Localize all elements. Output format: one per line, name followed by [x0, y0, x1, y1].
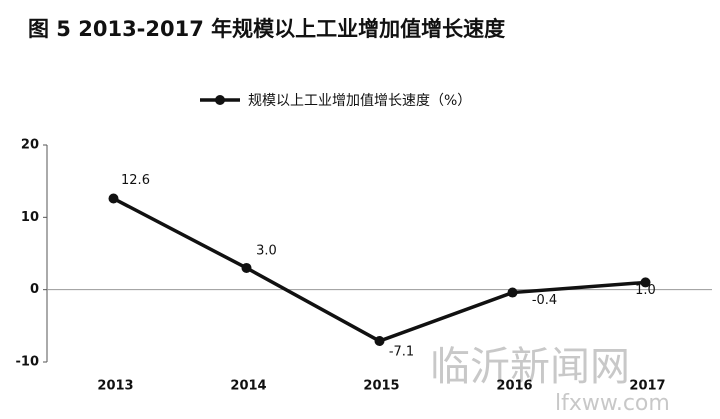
x-tick-label: 2013 — [97, 379, 133, 394]
watermark: 临沂新闻网 — [430, 344, 630, 390]
value-label: 3.0 — [256, 243, 277, 258]
x-tick-label: 2017 — [629, 379, 665, 394]
value-label: -0.4 — [532, 293, 557, 308]
chart-title: 图 5 2013-2017 年规模以上工业增加值增长速度 — [28, 17, 505, 41]
y-tick-label: 20 — [21, 138, 39, 153]
point — [108, 193, 119, 204]
line — [112, 196, 646, 343]
point — [640, 277, 651, 288]
y-tick-label: 10 — [21, 210, 39, 225]
point — [374, 336, 385, 347]
watermark: lfxww.com — [555, 391, 670, 416]
x-tick-label: 2016 — [496, 379, 532, 394]
x-tick-label: 2014 — [230, 379, 266, 394]
point — [241, 262, 252, 273]
point — [507, 287, 518, 298]
value-label: 1.0 — [635, 283, 656, 298]
legend-marker — [215, 95, 225, 105]
y-tick-label: -10 — [16, 355, 40, 370]
y-tick-label: 0 — [30, 282, 39, 297]
value-label: 12.6 — [121, 173, 150, 188]
legend-label: 规模以上工业增加值增长速度（%） — [248, 93, 471, 109]
value-label: -7.1 — [389, 345, 414, 360]
x-tick-label: 2015 — [363, 379, 399, 394]
